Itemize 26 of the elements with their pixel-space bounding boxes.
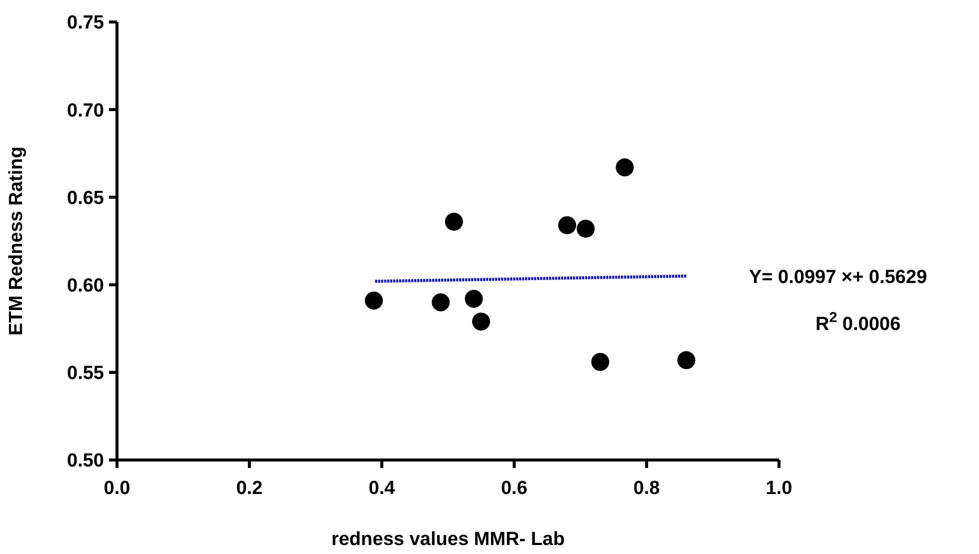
point	[464, 290, 483, 308]
x-tick-label: 1.0	[766, 478, 792, 499]
point	[432, 293, 450, 312]
x-tick-label: 0.2	[236, 478, 263, 499]
point	[364, 292, 383, 310]
point	[444, 212, 463, 231]
point	[591, 352, 610, 371]
point	[558, 216, 576, 234]
y-tick-label: 0.55	[67, 363, 104, 384]
y-axis-title: ETM Redness Rating	[6, 146, 27, 336]
point	[576, 220, 595, 238]
y-tick-label: 0.50	[67, 450, 104, 472]
y-tick-label: 0.70	[67, 100, 104, 122]
point	[616, 158, 634, 176]
x-tick-label: 0.0	[104, 478, 130, 499]
annotation: Y= 0.0997 ×+ 0.5629	[748, 267, 928, 288]
point	[677, 351, 696, 370]
x-axis-title: redness values MMR- Lab	[331, 529, 565, 550]
x-tick-label: 0.4	[368, 478, 396, 499]
point	[472, 312, 490, 331]
x-tick-label: 0.8	[633, 478, 660, 499]
text: R$^{2}$ 0.0006	[815, 310, 901, 335]
x-tick-label: 0.6	[500, 478, 528, 499]
y-tick-label: 0.75	[67, 12, 104, 34]
y-tick-label: 0.60	[67, 275, 104, 296]
y-tick-label: 0.65	[67, 188, 104, 209]
